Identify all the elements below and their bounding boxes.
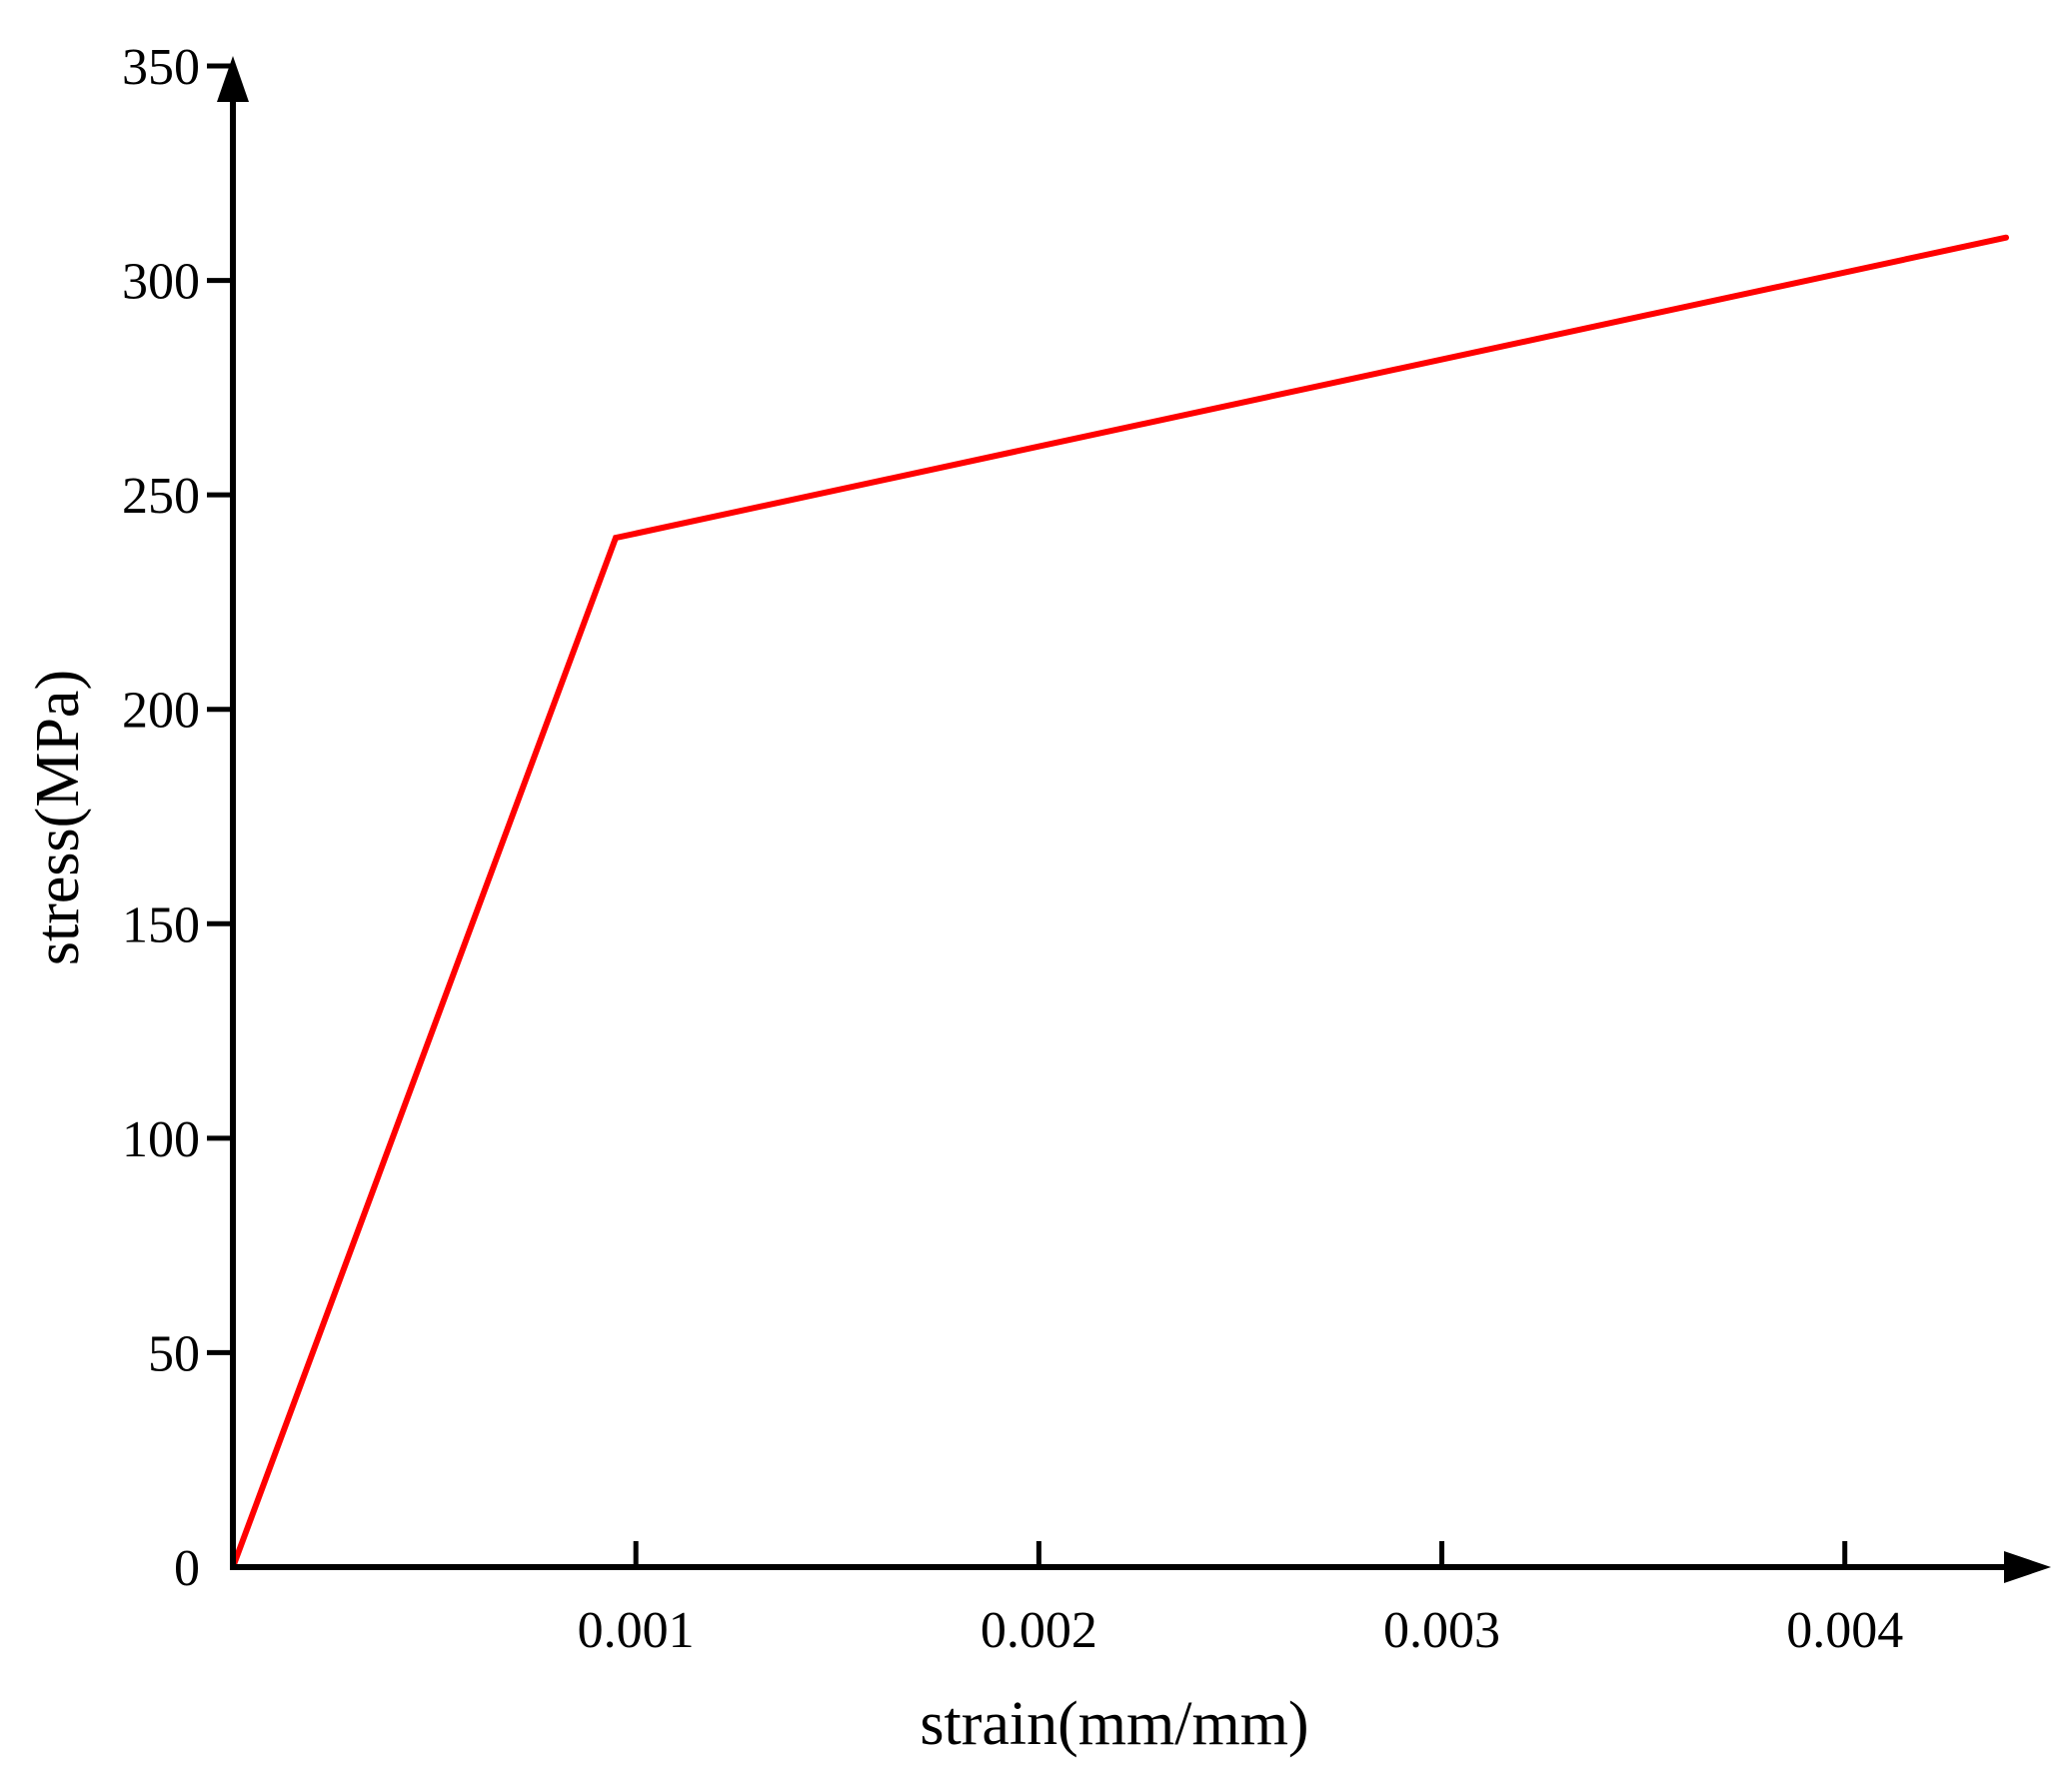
- x-tick-label: 0.002: [981, 1602, 1097, 1659]
- y-tick-group: 0 50 100 150 200 250 300 350: [122, 39, 233, 1597]
- y-tick-label: 0: [174, 1540, 200, 1597]
- y-tick-label: 300: [122, 254, 200, 311]
- series-line: [230, 234, 2009, 1570]
- series-layer: [230, 234, 2009, 1570]
- y-tick-label: 250: [122, 468, 200, 525]
- y-axis-arrow-icon: [217, 56, 249, 102]
- x-tick-label: 0.004: [1786, 1602, 1903, 1659]
- x-axis-title: strain(mm/mm): [920, 1690, 1308, 1758]
- x-axis-arrow-icon: [2004, 1551, 2051, 1583]
- y-tick-label: 100: [122, 1111, 200, 1168]
- x-tick-label: 0.001: [578, 1602, 695, 1659]
- y-axis-title: stress(MPa): [24, 670, 92, 965]
- y-tick-label: 200: [122, 683, 200, 740]
- y-tick-label: 350: [122, 39, 200, 96]
- x-tick-group: 0.001 0.002 0.003 0.004: [578, 1541, 1903, 1659]
- y-tick-label: 150: [122, 896, 200, 953]
- y-tick-label: 50: [148, 1325, 200, 1382]
- x-tick-label: 0.003: [1383, 1602, 1500, 1659]
